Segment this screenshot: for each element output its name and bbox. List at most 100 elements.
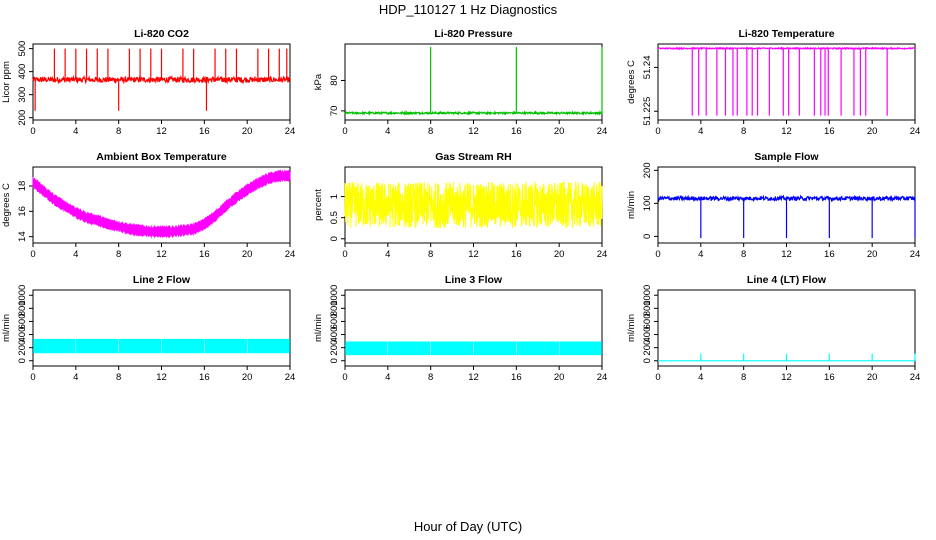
x-tick-label: 0 [342,372,347,383]
y-tick-label: 200 [329,340,340,356]
data-series [344,181,603,229]
x-tick-label: 20 [242,372,253,383]
x-tick-label: 24 [597,249,608,260]
y-tick-label: 600 [329,314,340,330]
x-tick-label: 0 [655,126,660,137]
y-tick-label: 1 [329,194,340,199]
x-tick-label: 12 [468,126,479,137]
x-tick-label: 12 [468,249,479,260]
y-axis-label: kPa [313,73,324,90]
x-tick-label: 16 [199,126,210,137]
plot-frame [32,289,291,367]
x-tick-label: 4 [385,249,390,260]
x-tick-label: 20 [867,249,878,260]
x-tick-label: 4 [385,372,390,383]
x-tick-label: 16 [199,249,210,260]
x-tick-label: 20 [242,126,253,137]
x-tick-label: 16 [511,126,522,137]
x-tick-label: 16 [511,249,522,260]
plot-frame [344,43,603,121]
data-series [32,168,291,239]
x-tick-label: 20 [867,126,878,137]
chart-panel-1: Li-820 CO2 Licor ppm 0 4 8 12 16 20 24 200 300 400 5… [1,28,295,137]
y-tick-label: 0.5 [329,211,340,224]
y-tick-label: 400 [642,327,653,343]
y-tick-label: 800 [642,300,653,316]
x-tick-label: 16 [199,372,210,383]
x-tick-label: 8 [428,372,433,383]
y-tick-label: 500 [17,41,28,57]
x-tick-label: 4 [385,126,390,137]
panel-title: Li-820 Pressure [434,28,512,40]
x-tick-label: 8 [116,249,121,260]
y-tick-label: 600 [642,314,653,330]
y-tick-label: 800 [329,300,340,316]
x-tick-label: 8 [741,126,746,137]
x-tick-label: 24 [910,372,921,383]
chart-panel-4: Ambient Box Temperature degrees C 0 4 8 12 16 2… [1,151,295,260]
x-tick-label: 4 [698,126,703,137]
y-axis-label: Licor ppm [1,61,12,103]
x-tick-label: 0 [30,372,35,383]
y-tick-label: 51.225 [642,97,653,126]
x-tick-label: 4 [73,372,78,383]
x-tick-label: 16 [824,126,835,137]
x-tick-label: 8 [428,249,433,260]
x-tick-label: 0 [655,372,660,383]
x-tick-label: 16 [824,249,835,260]
chart-panel-8: Line 3 Flow ml/min 0 4 8 12 16 20 24 0 20040060080… [313,274,607,383]
y-tick-label: 0 [329,358,340,363]
y-tick-label: 0 [329,236,340,241]
y-tick-label: 0 [17,358,28,363]
y-axis-label: ml/min [626,314,637,342]
x-tick-label: 12 [781,249,792,260]
x-tick-label: 4 [73,249,78,260]
y-tick-label: 200 [17,340,28,356]
x-tick-label: 8 [428,126,433,137]
chart-panel-5: Gas Stream RH percent 0 4 8 12 16 20 24 0 0.5 1 [313,151,607,260]
y-tick-label: 200 [642,162,653,178]
y-tick-label: 1000 [642,285,653,306]
x-tick-label: 20 [554,126,565,137]
x-tick-label: 12 [781,372,792,383]
x-tick-label: 8 [741,249,746,260]
x-tick-label: 8 [116,372,121,383]
x-tick-label: 4 [73,126,78,137]
data-series [657,46,916,51]
x-tick-label: 12 [156,372,167,383]
y-tick-label: 300 [17,87,28,103]
y-tick-label: 600 [17,314,28,330]
x-tick-label: 24 [285,372,296,383]
x-tick-label: 12 [156,249,167,260]
figure-title: HDP_110127 1 Hz Diagnostics [379,2,558,17]
x-tick-label: 24 [285,249,296,260]
x-tick-label: 24 [910,126,921,137]
chart-panel-9: Line 4 (LT) Flow ml/min 0 4 8 12 16 20 24 0 200400… [626,274,920,383]
panel-title: Ambient Box Temperature [96,151,227,163]
x-tick-label: 24 [910,249,921,260]
x-tick-label: 0 [30,126,35,137]
y-tick-label: 800 [17,300,28,316]
data-series [345,341,602,356]
y-axis-label: percent [313,189,324,221]
x-tick-label: 16 [824,372,835,383]
y-axis-label: degrees C [626,60,637,104]
x-tick-label: 20 [554,249,565,260]
x-tick-label: 20 [867,372,878,383]
panel-title: Line 3 Flow [445,274,503,286]
y-tick-label: 400 [17,64,28,80]
y-tick-label: 80 [329,75,340,86]
panel-title: Li-820 Temperature [738,28,834,40]
x-tick-label: 0 [342,249,347,260]
x-tick-label: 4 [698,249,703,260]
panel-title: Li-820 CO2 [134,28,189,40]
y-tick-label: 70 [329,106,340,117]
chart-panel-7: Line 2 Flow ml/min 0 4 8 12 16 20 24 0 20040060080… [1,274,295,383]
chart-panel-3: Li-820 Temperature degrees C 0 4 8 12 16 20 24 51… [626,28,920,137]
chart-panel-6: Sample Flow ml/min 0 4 8 12 16 20 24 0 100 200 [626,151,920,260]
y-tick-label: 200 [642,340,653,356]
data-series [33,338,290,354]
y-tick-label: 1000 [329,285,340,306]
